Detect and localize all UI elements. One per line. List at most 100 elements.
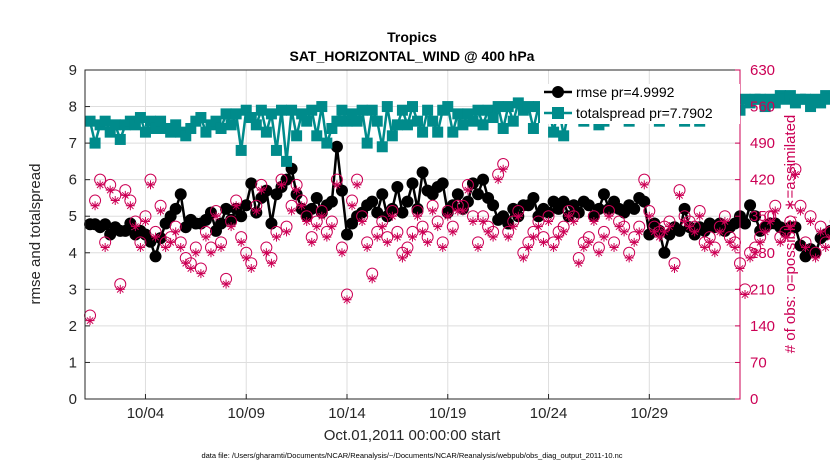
- rmse-point: [376, 188, 389, 201]
- rmse-point: [416, 166, 429, 179]
- rmse-point: [809, 246, 822, 259]
- totalspread-point: [84, 115, 96, 127]
- rmse-point: [749, 210, 762, 223]
- totalspread-point: [407, 101, 418, 113]
- totalspread-point: [432, 126, 444, 138]
- rmse-point: [391, 180, 404, 193]
- obs-assimilated-point: [418, 227, 428, 237]
- y-tick-label: 8: [69, 99, 77, 116]
- obs-assimilated-point: [277, 180, 286, 190]
- x-axis-label: Oct.01,2011 00:00:00 start: [324, 427, 501, 444]
- totalspread-point: [265, 108, 277, 120]
- totalspread-point: [815, 97, 827, 109]
- obs-assimilated-point: [574, 258, 584, 268]
- obs-assimilated-point: [256, 185, 266, 195]
- y-tick-label-right: 280: [750, 245, 775, 262]
- rmse-point: [572, 206, 585, 219]
- totalspread-point: [225, 119, 237, 131]
- obs-assimilated-point: [473, 243, 483, 253]
- rmse-point: [744, 199, 757, 212]
- totalspread-point: [281, 155, 293, 167]
- obs-assimilated-point: [171, 227, 181, 237]
- rmse-point: [220, 202, 233, 215]
- totalspread-point: [114, 133, 126, 145]
- y-tick-label: 0: [69, 391, 77, 408]
- rmse-point: [341, 228, 353, 241]
- obs-assimilated-point: [700, 243, 710, 253]
- obs-assimilated-point: [614, 222, 624, 232]
- obs-assimilated-point: [287, 206, 297, 216]
- rmse-point: [305, 202, 318, 215]
- obs-assimilated-point: [821, 243, 830, 253]
- obs-assimilated-point: [710, 248, 720, 258]
- x-tick-label: 10/19: [429, 405, 467, 422]
- obs-assimilated-point: [730, 243, 740, 253]
- obs-assimilated-point: [740, 290, 750, 300]
- obs-assimilated-point: [156, 206, 166, 216]
- totalspread-point: [286, 104, 298, 116]
- legend-spread-label: totalspread pr=7.7902: [576, 105, 713, 121]
- totalspread-point: [472, 104, 484, 116]
- totalspread-point: [230, 108, 242, 120]
- obs-assimilated-point: [443, 211, 453, 221]
- y-tick-label: 9: [69, 62, 77, 79]
- obs-assimilated-point: [715, 227, 725, 237]
- obs-assimilated-point: [402, 248, 412, 258]
- rmse-point: [597, 188, 610, 201]
- obs-assimilated-point: [211, 211, 221, 221]
- totalspread-point: [165, 126, 177, 138]
- obs-assimilated-point: [775, 237, 785, 247]
- obs-assimilated-point: [377, 222, 387, 232]
- rmse-point: [477, 173, 490, 186]
- totalspread-point: [422, 104, 434, 116]
- rmse-point: [658, 246, 671, 259]
- totalspread-point: [442, 101, 454, 113]
- rmse-point: [401, 195, 414, 208]
- totalspread-point: [155, 115, 167, 127]
- rmse-point: [215, 217, 228, 230]
- totalspread-point: [331, 115, 343, 127]
- totalspread-point: [185, 122, 197, 134]
- obs-assimilated-point: [770, 206, 780, 216]
- y-tick-label-right: 630: [750, 62, 775, 79]
- obs-assimilated-point: [664, 222, 674, 232]
- totalspread-point: [356, 104, 368, 116]
- totalspread-point: [235, 144, 247, 156]
- obs-assimilated-point: [629, 237, 639, 247]
- totalspread-point: [291, 130, 303, 142]
- totalspread-point: [129, 119, 141, 131]
- rmse-point: [557, 195, 570, 208]
- totalspread-point: [220, 108, 232, 120]
- obs-assimilated-point: [498, 164, 508, 174]
- rmse-point: [638, 195, 651, 208]
- obs-assimilated-point: [604, 211, 614, 221]
- obs-assimilated-point: [599, 232, 609, 242]
- obs-assimilated-point: [186, 263, 196, 273]
- totalspread-point: [548, 126, 560, 138]
- rmse-point: [406, 177, 419, 190]
- y-tick-label: 7: [69, 135, 77, 152]
- legend-rmse-marker: [552, 86, 564, 98]
- obs-assimilated-point: [181, 258, 191, 268]
- totalspread-point: [805, 101, 817, 113]
- obs-assimilated-point: [382, 237, 392, 247]
- obs-assimilated-point: [206, 248, 216, 258]
- rmse-point: [461, 195, 474, 208]
- obs-assimilated-point: [423, 237, 433, 247]
- totalspread-point: [134, 112, 146, 124]
- obs-assimilated-point: [685, 222, 695, 232]
- rmse-point: [310, 191, 323, 204]
- rmse-point: [592, 202, 605, 215]
- totalspread-point: [89, 137, 101, 149]
- totalspread-point: [477, 119, 489, 131]
- obs-assimilated-point: [523, 243, 533, 253]
- obs-assimilated-point: [367, 274, 377, 284]
- obs-assimilated-point: [569, 216, 579, 226]
- totalspread-point: [502, 101, 514, 113]
- y-tick-label-right: 490: [750, 135, 775, 152]
- rmse-point: [542, 206, 555, 219]
- obs-assimilated-point: [317, 211, 327, 221]
- totalspread-point: [527, 122, 539, 134]
- y-tick-label: 2: [69, 318, 77, 335]
- obs-assimilated-point: [579, 243, 589, 253]
